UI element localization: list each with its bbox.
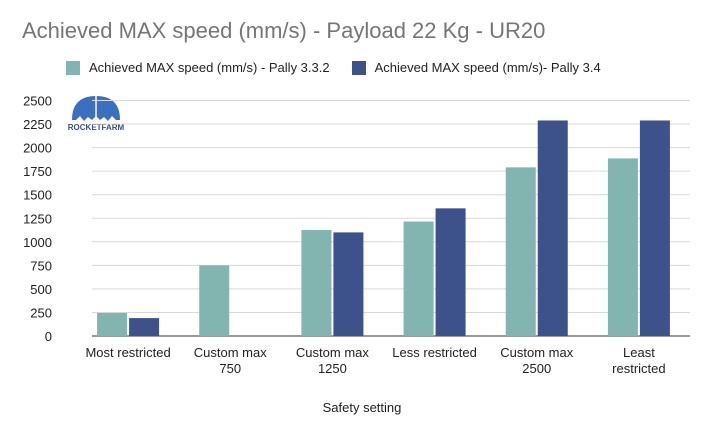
y-tick-label: 500 [30,282,52,297]
bar-pally-34 [639,120,670,336]
x-axis-title: Safety setting [322,400,402,415]
bar-pally-332 [301,230,332,336]
legend-item-pally-332: Achieved MAX speed (mm/s) - Pally 3.3.2 [66,60,330,75]
svg-text:ROCKETFARM: ROCKETFARM [68,123,125,132]
bar-pally-332 [505,167,536,336]
y-tick-label: 1250 [23,211,52,226]
y-tick-label: 0 [45,329,52,344]
bar-pally-34 [129,318,160,336]
y-tick-label: 2500 [23,94,52,109]
bar-pally-34 [435,208,466,336]
y-tick-label: 2000 [23,141,52,156]
chart-title: Achieved MAX speed (mm/s) - Payload 22 K… [22,18,546,43]
bar-pally-332 [403,221,434,336]
legend-item-pally-34: Achieved MAX speed (mm/s)- Pally 3.4 [351,60,601,75]
y-tick-label: 250 [30,305,52,320]
bar-pally-34 [537,120,568,336]
bar-pally-34 [333,232,364,336]
x-tick-label: Most restricted [85,345,170,360]
y-tick-label: 1500 [23,188,52,203]
bar-pally-332 [607,158,638,336]
x-tick-label: Custom max 750 [194,345,267,376]
y-tick-label: 1750 [23,164,52,179]
x-tick-label: Less restricted [392,345,477,360]
y-tick-label: 1000 [23,235,52,250]
legend-swatch [66,60,80,75]
x-tick-label: Custom max 2500 [500,345,573,376]
bar-pally-332 [199,265,230,336]
x-tick-label: Custom max 1250 [296,345,369,376]
legend-label: Achieved MAX speed (mm/s)- Pally 3.4 [374,60,601,75]
bar-pally-332 [97,312,128,336]
x-tick-label: Least restricted [612,345,665,376]
y-tick-label: 2250 [23,117,52,132]
legend-label: Achieved MAX speed (mm/s) - Pally 3.3.2 [89,60,330,75]
legend: Achieved MAX speed (mm/s) - Pally 3.3.2 … [66,60,601,75]
legend-swatch [351,60,366,75]
y-tick-label: 750 [30,258,52,273]
rocketfarm-logo: ROCKETFARM [68,96,125,132]
